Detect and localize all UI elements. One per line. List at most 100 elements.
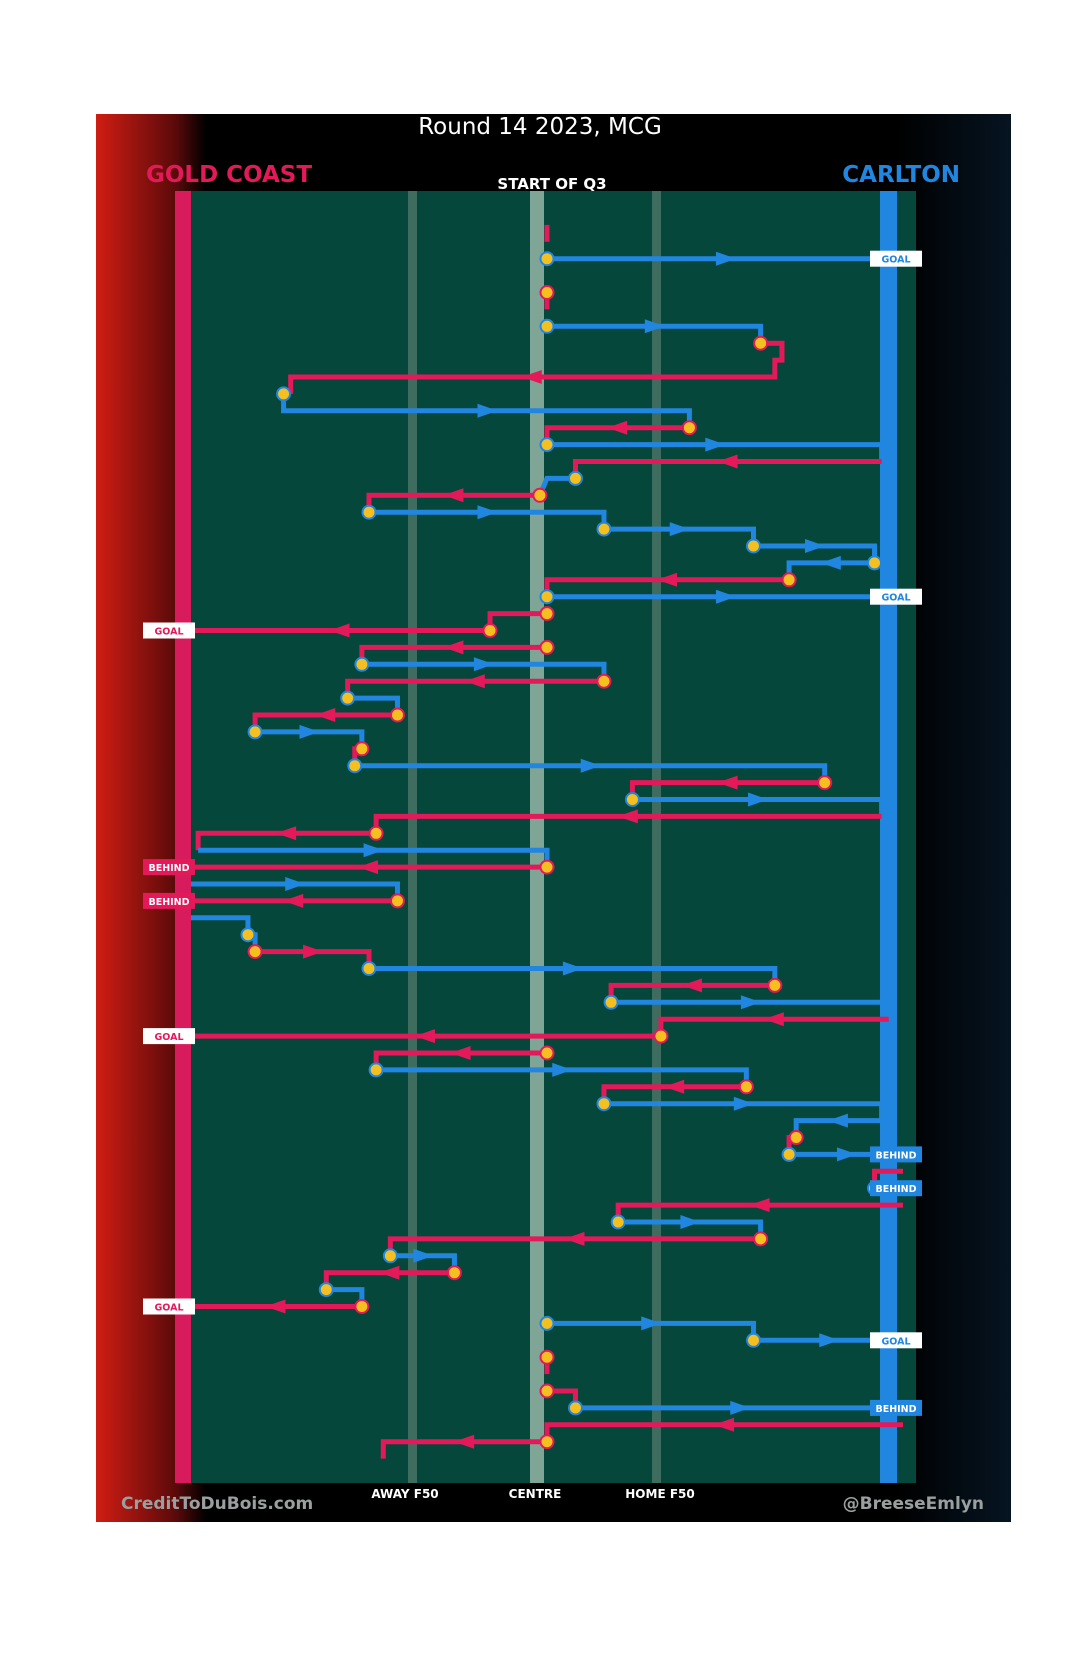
turnover-marker-37 (247, 944, 263, 960)
chain-arrow-30 (276, 826, 297, 841)
result-badge-49 (870, 1146, 922, 1163)
result-badge-18 (143, 622, 195, 639)
turnover-marker-28 (624, 792, 640, 807)
chain-35 (191, 915, 251, 935)
turnover-marker-60 (745, 1332, 761, 1348)
turnover-marker-38 (361, 961, 377, 976)
chain-arrow-45 (664, 1079, 685, 1094)
turnover-marker-49 (781, 1146, 797, 1162)
turnover-marker-3 (539, 318, 555, 334)
chain-4 (288, 340, 785, 394)
turnover-marker-22 (340, 690, 356, 706)
chain-arrow-53 (680, 1215, 701, 1229)
result-label-18: GOAL (154, 627, 183, 638)
result-label-34: BEHIND (148, 897, 189, 908)
chain-arrow-63 (730, 1400, 751, 1415)
turnover-marker-55 (382, 1248, 398, 1264)
chain-arrow-26 (580, 758, 601, 773)
credit-handle: @BreeseEmlyn (842, 1494, 984, 1514)
chain-arrow-3 (644, 319, 665, 334)
chain-arrow-21 (464, 674, 485, 689)
result-label-63: BEHIND (875, 1404, 916, 1415)
chain-arrow-20 (473, 657, 494, 672)
turnover-marker-43 (539, 1045, 555, 1061)
turnover-marker-25 (354, 741, 370, 757)
result-label-58: GOAL (154, 1303, 183, 1314)
turnover-marker-23 (389, 707, 405, 723)
turnover-marker-32 (539, 859, 555, 875)
chain-arrow-19 (443, 640, 464, 655)
turnover-marker-63 (567, 1400, 583, 1416)
turnover-marker-45 (738, 1079, 754, 1095)
chain-arrow-15 (657, 572, 678, 587)
result-label-42: GOAL (154, 1032, 183, 1043)
chain-28 (632, 797, 885, 817)
turnover-marker-53 (610, 1214, 626, 1230)
turnover-marker-5 (276, 386, 292, 402)
chain-arrow-12 (669, 522, 690, 537)
turnover-marker-13 (745, 538, 761, 554)
chain-22 (347, 695, 400, 715)
chain-arrow-16 (716, 589, 736, 604)
turnover-marker-6 (681, 420, 697, 436)
result-badge-60 (870, 1332, 922, 1349)
turnover-marker-14 (867, 555, 883, 571)
chain-arrow-23 (315, 708, 336, 722)
chain-arrow-8 (717, 454, 738, 469)
chain-arrow-64 (714, 1417, 734, 1432)
chain-arrow-37 (303, 944, 324, 959)
turnover-marker-1 (539, 251, 555, 267)
turnover-marker-44 (368, 1062, 384, 1078)
chain-7 (547, 442, 885, 462)
chain-arrow-27 (717, 775, 738, 790)
chart-title: Round 14 2023, MCG (418, 114, 662, 140)
turnover-marker-19 (539, 639, 555, 655)
turnover-marker-9 (567, 470, 583, 486)
result-badge-32 (143, 859, 195, 876)
chain-arrow-7 (705, 437, 726, 452)
chain-arrow-13 (805, 539, 825, 553)
chain-arrow-46 (733, 1096, 754, 1111)
chain-arrow-32 (358, 860, 378, 875)
turnover-marker-7 (539, 437, 555, 453)
result-label-49: BEHIND (875, 1150, 916, 1161)
turnover-marker-24 (247, 724, 263, 740)
chain-arrow-6 (607, 420, 628, 435)
result-badge-16 (870, 588, 922, 605)
chain-arrow-58 (265, 1299, 286, 1314)
chain-arrow-4 (521, 370, 542, 384)
chain-arrow-31 (363, 843, 384, 858)
chain-arrow-43 (450, 1046, 471, 1060)
result-label-1: GOAL (881, 255, 910, 266)
chain-arrow-47 (827, 1113, 848, 1128)
turnover-marker-57 (318, 1282, 334, 1298)
turnover-marker-42 (653, 1028, 669, 1044)
turnover-marker-27 (817, 775, 833, 791)
result-label-16: GOAL (881, 593, 910, 604)
chain-30 (195, 830, 377, 851)
chain-arrow-52 (749, 1198, 770, 1213)
turnover-marker-58 (354, 1299, 370, 1314)
turnover-marker-56 (446, 1265, 462, 1281)
turnover-marker-17 (539, 606, 555, 622)
turnover-marker-62 (539, 1383, 555, 1399)
chain-40 (611, 999, 892, 1020)
turnover-marker-65 (539, 1434, 555, 1450)
home-f50-band (652, 191, 661, 1483)
chain-arrow-34 (283, 893, 304, 908)
turnover-marker-34 (389, 893, 405, 909)
result-badge-34 (143, 892, 195, 909)
tick-label-home-f50: HOME F50 (625, 1487, 695, 1501)
turnover-marker-16 (539, 589, 555, 605)
chain-arrow-18 (329, 623, 350, 638)
turnover-marker-61 (539, 1349, 555, 1365)
tick-label-away-f50: AWAY F50 (371, 1487, 439, 1501)
chain-arrow-5 (477, 403, 498, 418)
chain-arrow-56 (379, 1265, 400, 1280)
turnover-marker-46 (596, 1096, 612, 1112)
chain-arrow-39 (681, 978, 702, 993)
turnover-marker-36 (240, 927, 256, 943)
result-badge-58 (143, 1298, 195, 1315)
chain-arrow-28 (748, 792, 769, 807)
chain-arrow-59 (641, 1316, 662, 1331)
